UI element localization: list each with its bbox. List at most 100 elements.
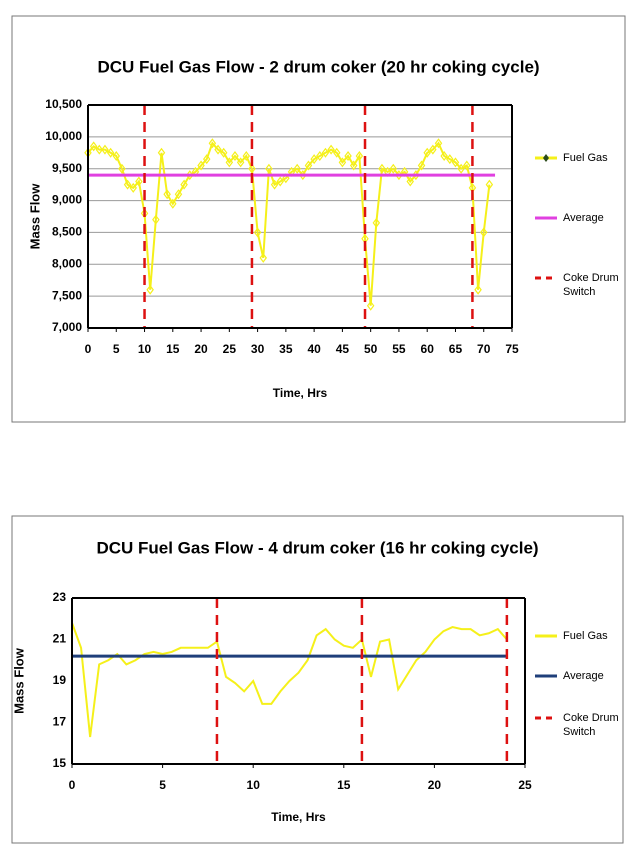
point-marker	[174, 189, 183, 200]
point-marker	[146, 284, 154, 295]
y-tick-label: 8,000	[52, 256, 82, 270]
point-marker	[389, 163, 398, 174]
y-tick-label: 9,000	[52, 193, 82, 207]
x-tick-label: 65	[449, 342, 463, 356]
point-marker	[270, 179, 279, 190]
x-tick-label: 0	[85, 342, 92, 356]
point-marker	[282, 173, 290, 184]
point-marker	[349, 160, 358, 171]
x-tick-label: 75	[505, 342, 519, 356]
legend-marker	[543, 154, 549, 162]
legend-label: Coke Drum Switch	[563, 712, 619, 738]
point-marker	[417, 160, 426, 171]
point-marker	[152, 214, 160, 225]
x-tick-label: 55	[392, 342, 406, 356]
point-marker	[327, 144, 335, 155]
x-tick-label: 40	[307, 342, 321, 356]
x-tick-label: 60	[421, 342, 435, 356]
x-axis-label: Time, Hrs	[273, 386, 328, 400]
point-marker	[293, 163, 301, 174]
point-marker	[457, 163, 465, 174]
legend-label: Fuel Gas	[563, 630, 608, 642]
point-marker	[89, 141, 98, 152]
point-marker	[208, 138, 217, 149]
plot-area	[88, 105, 512, 328]
series-line	[71, 622, 508, 738]
point-marker	[310, 154, 318, 165]
point-marker	[485, 179, 494, 190]
point-marker	[344, 150, 352, 161]
point-marker	[440, 150, 448, 161]
x-tick-label: 50	[364, 342, 378, 356]
chart-title: DCU Fuel Gas Flow - 2 drum coker (20 hr …	[97, 57, 539, 76]
point-marker	[276, 176, 284, 187]
y-tick-label: 17	[53, 715, 67, 729]
x-tick-label: 30	[251, 342, 265, 356]
x-tick-label: 20	[428, 778, 442, 792]
point-marker	[180, 179, 188, 190]
point-marker	[321, 147, 330, 158]
legend-label: Average	[563, 212, 604, 224]
point-marker	[197, 160, 205, 171]
y-axis-label: Mass Flow	[27, 183, 42, 250]
point-marker	[429, 144, 437, 155]
point-marker	[378, 163, 386, 174]
y-tick-label: 15	[53, 756, 67, 770]
y-tick-label: 21	[53, 632, 67, 646]
y-tick-label: 9,500	[52, 161, 82, 175]
x-tick-label: 15	[166, 342, 180, 356]
point-marker	[225, 157, 234, 168]
point-marker	[214, 144, 222, 155]
chart-title: DCU Fuel Gas Flow - 4 drum coker (16 hr …	[96, 538, 538, 557]
point-marker	[474, 284, 482, 295]
point-marker	[219, 147, 228, 158]
x-tick-label: 45	[336, 342, 350, 356]
point-marker	[242, 150, 251, 161]
y-tick-label: 10,000	[45, 129, 82, 143]
point-marker	[366, 300, 375, 311]
plot-area	[72, 598, 525, 764]
x-tick-label: 20	[194, 342, 208, 356]
point-marker	[129, 182, 137, 193]
point-marker	[123, 179, 132, 190]
legend-label: Coke Drum Switch	[563, 272, 619, 298]
point-marker	[236, 157, 245, 168]
point-marker	[169, 198, 177, 209]
point-marker	[118, 163, 126, 174]
point-marker	[434, 138, 443, 149]
point-marker	[265, 163, 273, 174]
point-marker	[106, 147, 115, 158]
point-marker	[248, 163, 256, 174]
x-axis-label: Time, Hrs	[271, 810, 326, 824]
point-marker	[135, 176, 143, 187]
y-axis-label: Mass Flow	[11, 647, 26, 714]
x-tick-label: 70	[477, 342, 491, 356]
point-marker	[463, 160, 471, 171]
x-tick-label: 5	[113, 342, 120, 356]
x-tick-label: 35	[279, 342, 293, 356]
x-tick-label: 0	[69, 778, 76, 792]
point-marker	[202, 154, 211, 165]
point-marker	[338, 157, 347, 168]
point-marker	[355, 150, 364, 161]
legend-label: Average	[563, 670, 604, 682]
y-tick-label: 19	[53, 673, 67, 687]
point-marker	[140, 208, 149, 219]
y-tick-label: 7,000	[52, 320, 82, 334]
x-tick-label: 10	[138, 342, 152, 356]
x-tick-label: 10	[247, 778, 261, 792]
point-marker	[451, 157, 460, 168]
point-marker	[101, 144, 109, 155]
x-tick-label: 25	[223, 342, 237, 356]
point-marker	[406, 176, 414, 187]
point-marker	[304, 160, 313, 171]
point-marker	[163, 189, 171, 200]
point-marker	[332, 147, 341, 158]
point-marker	[157, 147, 166, 158]
point-marker	[231, 150, 239, 161]
y-tick-label: 10,500	[45, 97, 82, 111]
point-marker	[112, 150, 121, 161]
point-marker	[253, 227, 262, 238]
y-tick-label: 23	[53, 590, 67, 604]
